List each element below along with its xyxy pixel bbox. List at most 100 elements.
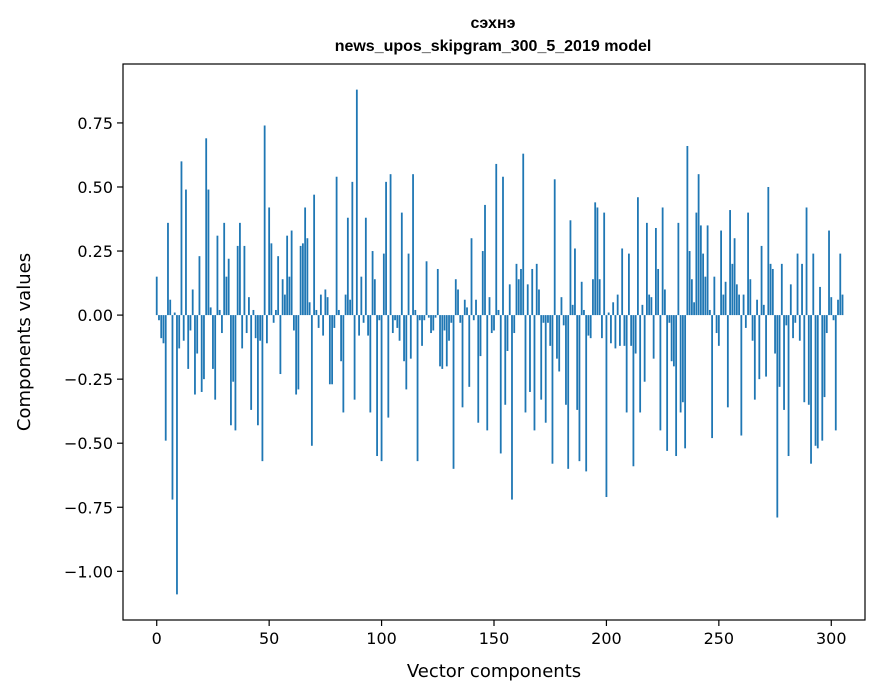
bar (385, 181, 387, 316)
bar (515, 263, 518, 316)
bar (578, 315, 581, 462)
bar (486, 315, 489, 431)
bar (819, 286, 821, 316)
y-axis: −1.00 −0.75 −0.50 −0.25 0.00 0.25 0.50 0.75 (64, 114, 123, 581)
bar (382, 253, 385, 316)
bar (679, 315, 682, 413)
bar (270, 243, 273, 316)
bar (209, 307, 212, 316)
y-tick-label: 0.50 (77, 178, 113, 197)
bar (659, 315, 662, 431)
bar (513, 315, 516, 334)
bar (292, 315, 295, 331)
bar (641, 304, 644, 316)
bar (805, 207, 808, 316)
bar (758, 315, 761, 380)
bar (333, 315, 336, 328)
bar (418, 315, 421, 321)
bar (277, 256, 280, 316)
bar (839, 253, 842, 316)
bar (328, 315, 331, 385)
bar (378, 315, 381, 321)
bar (751, 315, 754, 341)
bar (821, 315, 824, 441)
bar (574, 248, 576, 316)
bar (299, 245, 302, 316)
bar (753, 315, 756, 400)
x-tick-label: 200 (591, 629, 622, 648)
bar (405, 315, 408, 390)
bar (472, 315, 475, 321)
bar (162, 315, 165, 344)
bar (551, 315, 554, 464)
bar (263, 125, 266, 316)
bar (569, 220, 572, 316)
bar (567, 315, 570, 469)
bar (396, 315, 399, 328)
bar (454, 279, 457, 316)
bar (612, 302, 615, 316)
bar (794, 315, 797, 323)
bar (171, 315, 174, 500)
bar (362, 315, 365, 323)
bar (605, 315, 608, 498)
bar (663, 289, 666, 316)
bar (760, 245, 763, 316)
bar (185, 189, 187, 316)
bar (353, 315, 356, 400)
bar (841, 294, 844, 316)
bar (484, 204, 486, 316)
bar (614, 315, 617, 349)
bar (189, 315, 192, 331)
bar (414, 309, 417, 316)
bar (230, 315, 232, 426)
bar (421, 315, 423, 346)
bar (828, 230, 830, 316)
bar (738, 294, 740, 316)
bar (706, 225, 709, 316)
bar (675, 315, 678, 457)
x-tick-label: 50 (259, 629, 279, 648)
bar (711, 315, 714, 439)
bar (686, 145, 689, 316)
bar (461, 315, 464, 408)
bar (834, 315, 837, 431)
bar (310, 315, 313, 446)
bar (182, 315, 185, 341)
bar (212, 315, 214, 369)
bar (261, 315, 264, 462)
bar (672, 315, 675, 367)
bar (724, 281, 727, 316)
bar (281, 279, 284, 316)
bar (196, 315, 199, 354)
bar (634, 315, 637, 354)
bar (223, 222, 226, 316)
y-axis-label: Components values (14, 253, 35, 431)
bar (708, 309, 711, 316)
bar (178, 315, 181, 349)
bar (180, 161, 183, 316)
bar (549, 315, 552, 346)
bar (814, 315, 817, 446)
bar (349, 299, 351, 316)
bar (326, 297, 329, 316)
bar (380, 315, 383, 462)
bar (304, 207, 307, 316)
bar (688, 251, 691, 316)
y-tick-label: 0.25 (77, 242, 113, 261)
bar (232, 315, 235, 382)
bar (785, 315, 788, 326)
bar (661, 207, 664, 316)
bar (279, 315, 282, 375)
bar (538, 289, 540, 316)
bar (517, 279, 520, 316)
bar (704, 276, 707, 316)
bar (358, 315, 360, 336)
bar (191, 289, 194, 316)
bar (479, 315, 482, 357)
bar (506, 315, 509, 351)
bar (499, 315, 502, 454)
bar (243, 245, 246, 316)
bar (364, 217, 367, 316)
